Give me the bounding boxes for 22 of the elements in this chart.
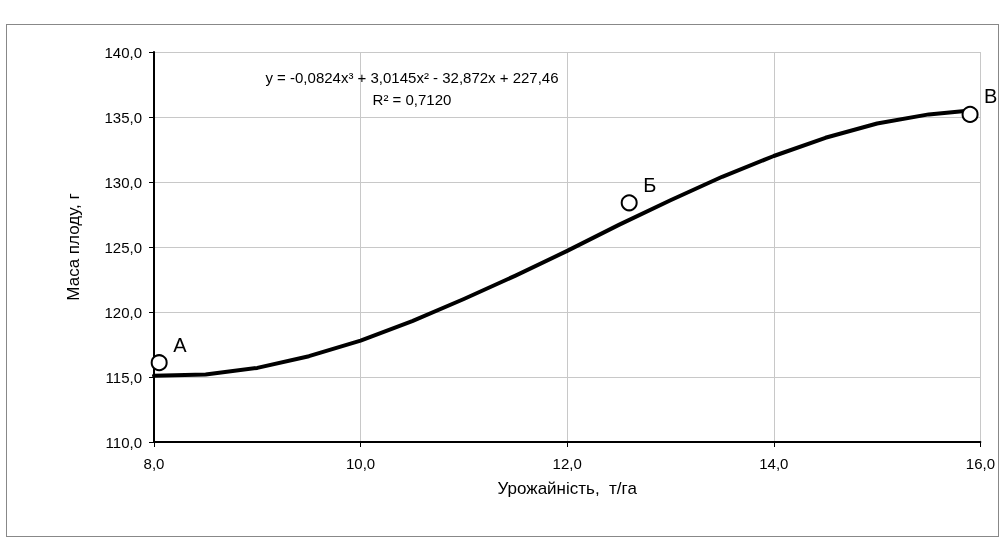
y-tick-label: 135,0 xyxy=(104,108,142,126)
x-tick-label: 14,0 xyxy=(759,455,789,472)
annotation: Б xyxy=(643,173,657,196)
x-axis-title: Урожайність, т/га xyxy=(497,479,638,498)
annotation: А xyxy=(173,333,188,356)
y-axis-title: Маса плоду, г xyxy=(64,193,83,301)
point xyxy=(961,105,979,123)
annotation: y = -0,0824x³ + 3,0145x² - 32,872x + 227,46 xyxy=(265,68,559,86)
y-tick-label: 120,0 xyxy=(104,303,142,321)
x-tick-label: 12,0 xyxy=(552,455,582,472)
y-tick-label: 115,0 xyxy=(105,368,142,386)
point xyxy=(620,194,638,212)
point xyxy=(150,354,168,372)
x-tick-label: 10,0 xyxy=(346,455,376,472)
annotation: R² = 0,7120 xyxy=(372,90,452,108)
x-tick-label: 16,0 xyxy=(965,455,995,472)
y-tick-label: 125,0 xyxy=(104,238,142,256)
y-tick-label: 140,0 xyxy=(104,43,142,61)
annotation: В xyxy=(984,85,998,108)
y-tick-label: 110,0 xyxy=(105,433,142,451)
x-tick-label: 8,0 xyxy=(143,455,165,472)
y-tick-label: 130,0 xyxy=(104,173,142,191)
